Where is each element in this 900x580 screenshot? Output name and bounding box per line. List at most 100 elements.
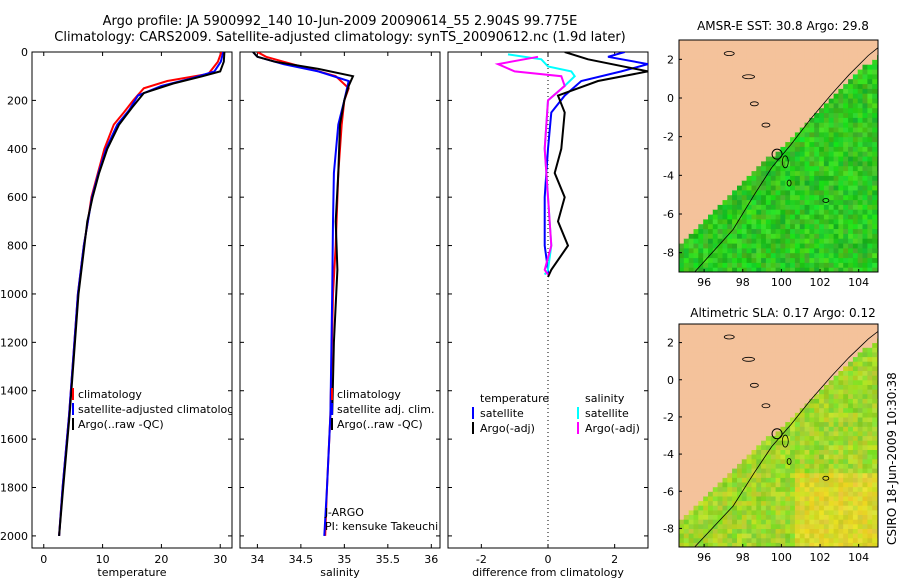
map-cell — [838, 180, 844, 186]
map-cell — [799, 375, 806, 381]
map-cell — [717, 267, 723, 272]
map-cell — [732, 393, 738, 399]
map-cell — [698, 458, 704, 464]
map-cell — [751, 370, 757, 376]
map-cell — [703, 160, 709, 167]
map-cell — [843, 83, 849, 89]
map-cell — [799, 107, 806, 114]
map-cell — [799, 342, 806, 348]
map-cell — [679, 482, 685, 488]
map-cell — [751, 233, 757, 239]
map-cell — [770, 426, 777, 432]
map-cell — [717, 228, 723, 234]
map-cell — [843, 342, 849, 348]
map-cell — [732, 430, 738, 437]
map-cell — [867, 412, 873, 418]
map-cell — [717, 454, 723, 460]
map-cell — [833, 500, 839, 506]
map-cell — [727, 486, 733, 492]
map-cell — [727, 472, 733, 478]
map-cell — [872, 389, 878, 395]
map-cell — [775, 509, 781, 515]
map-cell — [843, 351, 849, 358]
map-cell — [741, 199, 748, 205]
map-cell — [722, 146, 728, 152]
map-cell — [794, 375, 801, 381]
map-cell — [785, 389, 791, 395]
map-cell — [688, 64, 695, 70]
map-cell — [872, 131, 878, 138]
map-cell — [737, 505, 743, 511]
map-cell — [838, 218, 844, 225]
map-cell — [848, 204, 854, 210]
map-cell — [799, 495, 806, 502]
map-cell — [732, 238, 738, 244]
map-cell — [688, 333, 695, 339]
map-cell — [867, 160, 873, 167]
map-cell — [794, 262, 801, 268]
map-cell — [770, 407, 777, 413]
map-cells — [679, 40, 878, 272]
map-cell — [780, 398, 786, 404]
map-cell — [857, 379, 864, 385]
map-cell — [746, 523, 752, 529]
map-cell — [804, 477, 810, 483]
map-cell — [814, 262, 820, 268]
map-cell — [717, 375, 723, 381]
legend-label: Argo(..raw -QC) — [78, 418, 164, 431]
map-cell — [765, 389, 772, 395]
map-cell — [799, 136, 806, 143]
map-cell — [867, 509, 873, 515]
map-cell — [785, 54, 791, 60]
map-cell — [693, 194, 699, 201]
map-cell — [756, 468, 762, 474]
map-cell — [756, 416, 762, 423]
map-cell — [761, 107, 767, 114]
map-cell — [838, 463, 844, 469]
map-cell — [843, 435, 849, 441]
map-cell — [727, 199, 733, 205]
map-cell — [828, 449, 835, 455]
y-tick-label: 400 — [7, 143, 28, 156]
map-cell — [872, 398, 878, 404]
map-cell — [872, 337, 878, 344]
map-cell — [688, 141, 695, 147]
map-cell — [722, 505, 728, 511]
map-cell — [683, 228, 690, 234]
map-cell — [872, 370, 878, 376]
map-cell — [746, 370, 752, 376]
map-cell — [823, 214, 830, 220]
map-cell — [688, 189, 695, 196]
map-cell — [693, 416, 699, 423]
map-cell — [852, 44, 859, 51]
map-cell — [857, 151, 864, 157]
map-cell — [823, 262, 830, 268]
map-cell — [722, 156, 728, 162]
map-cell — [746, 175, 752, 181]
map-cell — [751, 136, 757, 143]
map-cell — [862, 98, 868, 104]
map-cell — [717, 194, 723, 201]
map-cell — [679, 533, 685, 539]
map-cell — [703, 73, 709, 80]
map-cell — [814, 102, 820, 109]
map-cell — [799, 44, 806, 51]
map-cell — [794, 444, 801, 450]
map-cell — [693, 337, 699, 344]
map-cell — [857, 542, 864, 547]
map-cell — [679, 412, 685, 418]
map-cell — [722, 328, 728, 334]
map-cell — [867, 416, 873, 423]
map-cell — [679, 458, 685, 464]
map-cell — [843, 243, 849, 249]
map-cell — [804, 421, 810, 427]
map-cell — [799, 333, 806, 339]
map-cell — [804, 463, 810, 469]
map-cell — [833, 107, 839, 114]
map-cell — [741, 146, 748, 152]
map-cell — [843, 324, 849, 330]
map-cell — [857, 194, 864, 201]
map-cell — [794, 328, 801, 334]
map-cell — [794, 430, 801, 437]
credit-label: CSIRO 18-Jun-2009 10:30:38 — [885, 372, 899, 545]
